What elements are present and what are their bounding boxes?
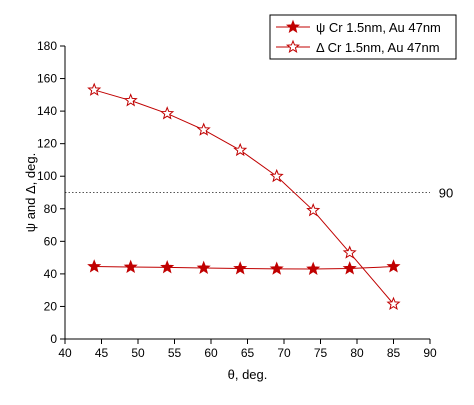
data-point: [160, 106, 175, 120]
data-point: [233, 261, 248, 275]
legend-marker: [285, 39, 301, 53]
x-tick-label: 70: [277, 346, 291, 360]
x-tick-label: 65: [241, 346, 255, 360]
x-tick-label: 90: [423, 346, 437, 360]
data-point: [306, 203, 321, 217]
plot-area: [87, 82, 401, 310]
data-point: [123, 259, 138, 274]
data-point: [87, 259, 102, 273]
reference-line-label: 90: [439, 186, 453, 201]
axes: 40 45 50 55 60 65 70 75 80 85 90 0 20 40 60 80 100 120 140…: [37, 39, 437, 360]
x-tick-label: 60: [204, 346, 218, 360]
y-tick-label: 120: [37, 137, 57, 151]
y-tick-label: 80: [44, 202, 58, 216]
x-tick-label: 75: [314, 346, 328, 360]
y-tick-label: 160: [37, 72, 57, 86]
x-tick-label: 45: [95, 346, 109, 360]
data-point: [386, 259, 401, 273]
x-tick-label: 80: [350, 346, 364, 360]
data-point: [87, 82, 102, 96]
reference-layer: 90: [65, 186, 453, 201]
y-tick-label: 0: [50, 332, 57, 346]
data-point: [196, 260, 211, 274]
y-tick-label: 40: [44, 267, 58, 281]
legend-entry: Δ Cr 1.5nm, Au 47nm: [316, 40, 440, 55]
data-point: [306, 261, 321, 275]
x-tick-label: 40: [58, 346, 72, 360]
legend-entry: ψ Cr 1.5nm, Au 47nm: [316, 20, 441, 35]
data-point: [123, 93, 138, 107]
x-tick-label: 55: [168, 346, 182, 360]
data-point: [233, 142, 248, 157]
x-tick-label: 85: [387, 346, 401, 360]
data-point: [342, 245, 357, 259]
legend-box: [269, 14, 457, 60]
y-tick-label: 20: [44, 299, 58, 313]
y-axis-title: ψ and Δ, deg.: [23, 153, 38, 232]
y-tick-label: 140: [37, 104, 57, 118]
data-point: [386, 296, 401, 310]
data-point: [196, 122, 211, 136]
x-axis-title: θ, deg.: [228, 367, 268, 382]
y-tick-label: 60: [44, 234, 58, 248]
x-tick-label: 50: [131, 346, 145, 360]
y-tick-label: 100: [37, 169, 57, 183]
data-point: [269, 168, 284, 183]
legend-marker: [285, 19, 301, 33]
data-point: [269, 261, 284, 275]
series-1: [87, 259, 401, 275]
data-point: [160, 260, 175, 274]
series-2: [87, 82, 401, 310]
legend: ψ Cr 1.5nm, Au 47nm Δ Cr 1.5nm, Au 47nm: [269, 14, 457, 60]
data-point: [342, 261, 357, 275]
y-tick-label: 180: [37, 39, 57, 53]
